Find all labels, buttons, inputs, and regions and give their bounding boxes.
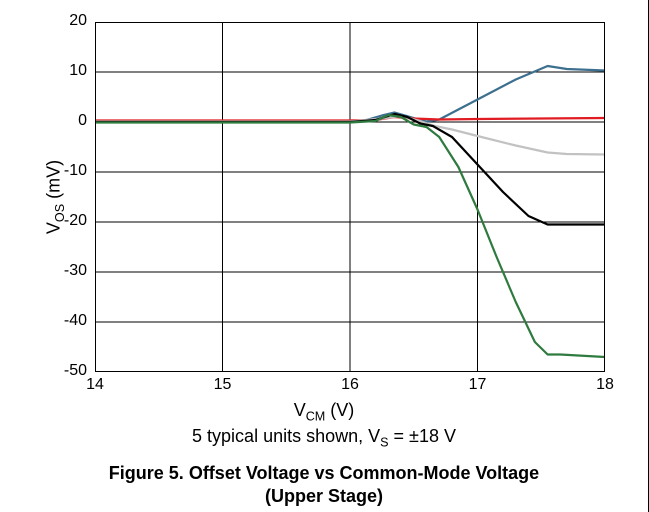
x-tick-label: 15 bbox=[214, 376, 232, 394]
y-axis-title: VOS (mV) bbox=[43, 160, 67, 234]
caption-line-1: Figure 5. Offset Voltage vs Common-Mode … bbox=[109, 463, 539, 483]
y-tick-label: 0 bbox=[27, 112, 87, 130]
x-tick-label: 18 bbox=[596, 376, 614, 394]
y-tick-label: -50 bbox=[27, 362, 87, 380]
x-tick-label: 17 bbox=[469, 376, 487, 394]
caption-line-2: (Upper Stage) bbox=[265, 486, 383, 506]
plot-area bbox=[95, 22, 605, 372]
chart-svg bbox=[95, 22, 605, 372]
y-tick-label: 20 bbox=[27, 12, 87, 30]
y-tick-label: -30 bbox=[27, 262, 87, 280]
x-tick-label: 16 bbox=[341, 376, 359, 394]
figure-frame: -50-40-30-20-10010201415161718 VOS (mV) … bbox=[0, 0, 649, 512]
x-tick-label: 14 bbox=[86, 376, 104, 394]
chart-subtitle: 5 typical units shown, VS = ±18 V bbox=[0, 426, 648, 450]
x-axis-title: VCM (V) bbox=[0, 400, 648, 424]
y-tick-label: -40 bbox=[27, 312, 87, 330]
figure-caption: Figure 5. Offset Voltage vs Common-Mode … bbox=[0, 462, 648, 507]
y-tick-label: 10 bbox=[27, 62, 87, 80]
